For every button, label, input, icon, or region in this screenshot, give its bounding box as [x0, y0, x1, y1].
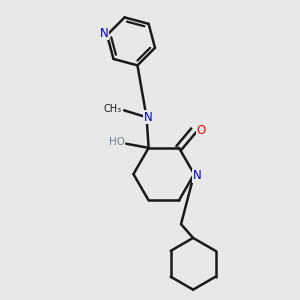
Text: N: N	[144, 111, 153, 124]
Text: O: O	[196, 124, 206, 137]
Text: CH₃: CH₃	[103, 103, 121, 114]
Text: HO: HO	[109, 137, 124, 147]
Text: N: N	[193, 169, 201, 182]
Text: N: N	[100, 27, 109, 40]
